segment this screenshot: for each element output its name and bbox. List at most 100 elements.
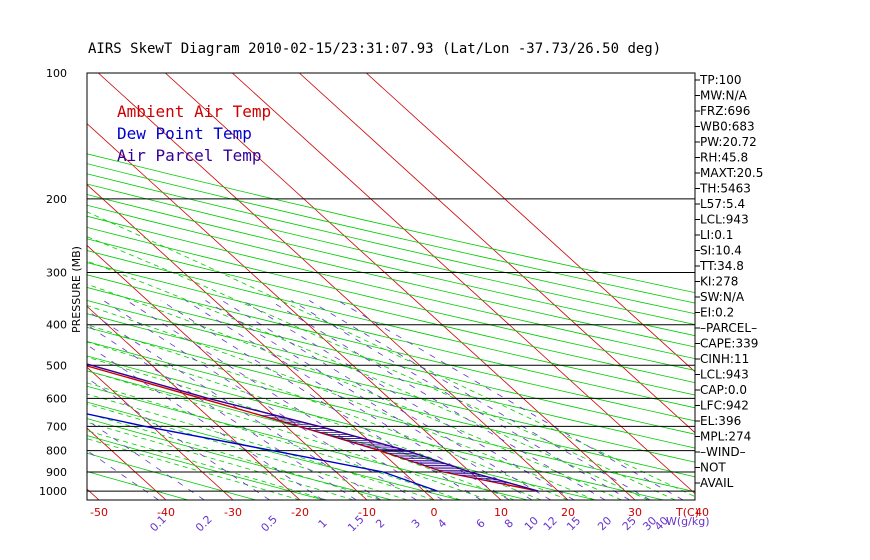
index-label: NOT bbox=[700, 461, 726, 475]
bottom-temp-tick-label: -40 bbox=[157, 506, 175, 519]
index-label: CINH:11 bbox=[700, 352, 749, 366]
isotherm-line bbox=[0, 73, 32, 500]
bottom-temp-labels: -50 -40 -30 -20 -10 0 10 20 30 40 bbox=[90, 506, 709, 519]
dry-adiabat-line bbox=[87, 385, 528, 500]
index-label: TH:5463 bbox=[699, 182, 751, 196]
mixing-ratio-tick-label: 2 bbox=[373, 517, 387, 531]
index-label: AVAIL bbox=[700, 476, 734, 490]
isotherm-line bbox=[87, 427, 167, 500]
index-label: LCL:943 bbox=[700, 213, 749, 227]
index-label: L57:5.4 bbox=[700, 197, 745, 211]
y-axis-label: PRESSURE (MB) bbox=[70, 246, 83, 333]
dry-adiabat-line bbox=[87, 163, 695, 304]
index-label: PW:20.72 bbox=[700, 135, 757, 149]
dry-adiabat-line bbox=[87, 300, 695, 449]
mixing-ratio-line bbox=[87, 419, 205, 500]
moist-adiabat-line bbox=[87, 236, 676, 500]
mixing-ratio-line bbox=[160, 300, 482, 500]
bottom-temp-tick-label: 0 bbox=[431, 506, 438, 519]
dry-adiabat-line bbox=[87, 370, 596, 500]
moist-adiabat-line bbox=[87, 382, 461, 500]
dry-adiabat-line bbox=[87, 173, 695, 315]
dry-adiabat-line bbox=[87, 250, 695, 396]
dry-adiabat-line bbox=[87, 204, 695, 348]
moist-adiabat-line bbox=[87, 370, 488, 500]
index-label: –WIND– bbox=[700, 445, 746, 459]
mixing-ratio-tick-label: 4 bbox=[435, 517, 449, 531]
isotherm-line bbox=[87, 488, 100, 500]
pressure-tick-label: 200 bbox=[46, 193, 67, 206]
index-label: FRZ:696 bbox=[700, 104, 750, 118]
moist-adiabat-line bbox=[87, 403, 408, 500]
dry-adiabat-line bbox=[87, 401, 460, 500]
pressure-tick-label: 1000 bbox=[39, 485, 67, 498]
dry-adiabat-line bbox=[87, 238, 695, 384]
moist-adiabat-line bbox=[87, 341, 542, 500]
isotherm-line bbox=[299, 73, 695, 434]
dry-adiabat-line bbox=[87, 274, 695, 422]
chart-title: AIRS SkewT Diagram 2010-02-15/23:31:07.9… bbox=[88, 41, 661, 57]
legend-entry: Ambient Air Temp bbox=[117, 102, 271, 121]
pressure-tick-label: 300 bbox=[46, 267, 67, 280]
dry-adiabat-line bbox=[87, 313, 695, 463]
index-label: TP:100 bbox=[699, 73, 742, 87]
bottom-temp-tick-label: 10 bbox=[494, 506, 508, 519]
mixing-ratio-tick-label: 0.5 bbox=[258, 513, 280, 535]
isotherm-line bbox=[165, 73, 636, 500]
series-line bbox=[87, 413, 438, 492]
mixing-ratio-tick-label: 12 bbox=[541, 514, 560, 533]
bottom-temp-tick-label: -10 bbox=[358, 506, 376, 519]
mixing-ratio-tick-label: 20 bbox=[595, 514, 614, 533]
pressure-tick-label: 900 bbox=[46, 466, 67, 479]
mixing-ratio-line bbox=[103, 300, 417, 500]
temp-unit-label: T(C) bbox=[675, 506, 699, 519]
dry-adiabat-line bbox=[87, 355, 664, 500]
bottom-temp-tick-label: 40 bbox=[695, 506, 709, 519]
mixing-ratio-tick-label: 10 bbox=[522, 514, 541, 533]
pressure-tick-label: 100 bbox=[46, 67, 67, 80]
index-label: KI:278 bbox=[700, 275, 738, 289]
isotherm-line bbox=[87, 123, 502, 500]
index-label: SW:N/A bbox=[700, 290, 745, 304]
bottom-temp-tick-label: -50 bbox=[90, 506, 108, 519]
moist-adiabat-line bbox=[87, 356, 515, 500]
isotherm-line bbox=[366, 73, 695, 373]
index-label: LCL:943 bbox=[700, 368, 749, 382]
index-label: CAPE:339 bbox=[700, 337, 758, 351]
pressure-tick-label: 400 bbox=[46, 319, 67, 332]
pressure-tick-label: 700 bbox=[46, 420, 67, 433]
mixing-ratio-tick-label: 8 bbox=[502, 517, 516, 531]
pressure-tick-label: 800 bbox=[46, 445, 67, 458]
index-label: CAP:0.0 bbox=[700, 383, 747, 397]
bottom-temp-tick-label: -20 bbox=[291, 506, 309, 519]
dry-adiabat-line bbox=[87, 215, 695, 360]
index-label: EL:396 bbox=[700, 414, 741, 428]
moist-adiabat-line bbox=[87, 393, 435, 500]
index-label: TT:34.8 bbox=[699, 259, 744, 273]
bottom-temp-tick-label: 20 bbox=[561, 506, 575, 519]
index-label: –PARCEL– bbox=[700, 321, 757, 335]
pressure-tick-label: 500 bbox=[46, 359, 67, 372]
moist-adiabat-line bbox=[87, 283, 622, 500]
mixing-ratio-line bbox=[337, 300, 684, 500]
dry-adiabat-line bbox=[87, 262, 695, 409]
moist-adiabat-line bbox=[87, 260, 649, 500]
mixing-ratio-line bbox=[87, 377, 270, 500]
index-label: SI:10.4 bbox=[700, 244, 742, 258]
pressure-tick-label: 600 bbox=[46, 392, 67, 405]
grid-layer bbox=[0, 73, 695, 500]
mixing-ratio-line bbox=[87, 310, 381, 500]
mixing-ratio-unit-label: W(g/kg) bbox=[666, 515, 710, 528]
index-label: MPL:274 bbox=[700, 430, 751, 444]
dry-adiabat-line bbox=[87, 183, 695, 325]
series-line bbox=[87, 365, 539, 492]
legend-entry: Air Parcel Temp bbox=[117, 146, 262, 165]
dry-adiabat-line bbox=[87, 287, 695, 435]
index-label: MAXT:20.5 bbox=[700, 166, 763, 180]
moist-adiabat-line bbox=[87, 430, 327, 500]
mixing-ratio-tick-label: 1 bbox=[316, 517, 330, 531]
dry-adiabat-line bbox=[87, 153, 695, 294]
mixing-ratio-tick-label: 6 bbox=[474, 517, 488, 531]
mixing-ratio-tick-label: 0.2 bbox=[193, 513, 215, 535]
